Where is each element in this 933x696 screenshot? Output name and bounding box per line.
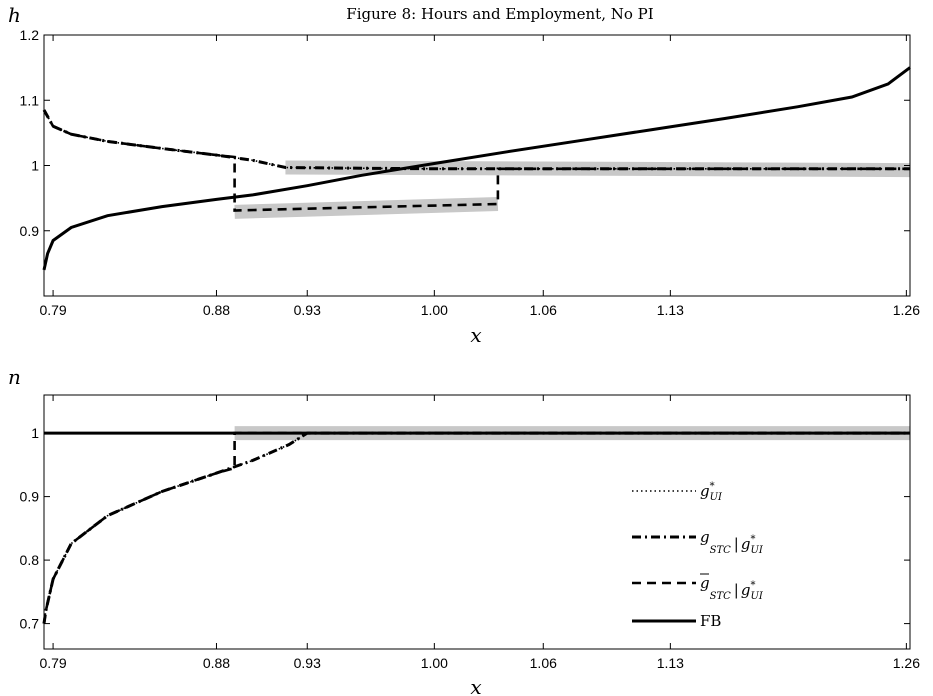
bottom-y-tick-label: 0.9	[20, 489, 40, 505]
top-y-tick-label: 0.9	[20, 223, 40, 239]
figure-title: Figure 8: Hours and Employment, No PI	[346, 5, 653, 23]
bottom-x-tick-label: 1.06	[530, 655, 557, 671]
x-axis-label-top: x	[470, 323, 481, 347]
x-axis-label-bottom: x	[470, 675, 481, 696]
bottom-x-tick-label: 1.13	[657, 655, 684, 671]
bottom-x-tick-label: 0.93	[294, 655, 321, 671]
top-x-tick-label: 0.79	[39, 302, 66, 318]
top-x-tick-label: 0.93	[294, 302, 321, 318]
legend-label-dashed: gSTC | g* UI	[700, 574, 764, 602]
bottom-plot-frame	[43, 394, 911, 650]
top-x-tick-label: 1.00	[421, 302, 448, 318]
top-x-tick-label: 1.13	[657, 302, 684, 318]
legend-label-solid: FB	[700, 612, 721, 630]
y-axis-label-h: h	[8, 3, 21, 27]
legend: g* UI gSTC | g* UI gSTC | g* UI FB	[632, 481, 764, 630]
top-series-dashdot	[42, 109, 910, 171]
bottom-series-dashdot	[42, 431, 910, 624]
bottom-y-tick-label: 1	[31, 425, 39, 441]
y-axis-label-n: n	[8, 365, 21, 389]
bottom-x-tick-label: 0.79	[39, 655, 66, 671]
bottom-x-tick-label: 1.26	[893, 655, 920, 671]
bottom-x-tick-label: 0.88	[203, 655, 230, 671]
top-series-solid	[42, 66, 911, 271]
top-x-tick-label: 0.88	[203, 302, 230, 318]
bottom-y-tick-label: 0.7	[20, 616, 40, 632]
top-y-tick-label: 1	[31, 158, 39, 174]
top-series-dotted	[43, 109, 910, 170]
top-series-dashed	[42, 109, 910, 212]
employment-panel: n x 0.79 0.88 0.93 1.00 1.06 1.13 1.26 0.7 0.8 0.…	[8, 365, 920, 696]
top-x-tick-label: 1.06	[530, 302, 557, 318]
legend-label-dotted: g* UI	[700, 481, 723, 503]
top-x-tick-label: 1.26	[893, 302, 920, 318]
bottom-x-tick-label: 1.00	[421, 655, 448, 671]
legend-label-dashdot: gSTC | g* UI	[700, 528, 764, 556]
bottom-series-dotted	[43, 432, 910, 624]
bottom-y-tick-label: 0.8	[20, 552, 40, 568]
bottom-series-dashed	[42, 431, 910, 624]
hours-panel: h x 0.79 0.88 0.93 1.00 1.06 1.13 1.26 0.9 1 1.1 1…	[8, 3, 920, 347]
top-y-tick-label: 1.2	[20, 27, 40, 43]
top-y-tick-label: 1.1	[20, 92, 40, 108]
